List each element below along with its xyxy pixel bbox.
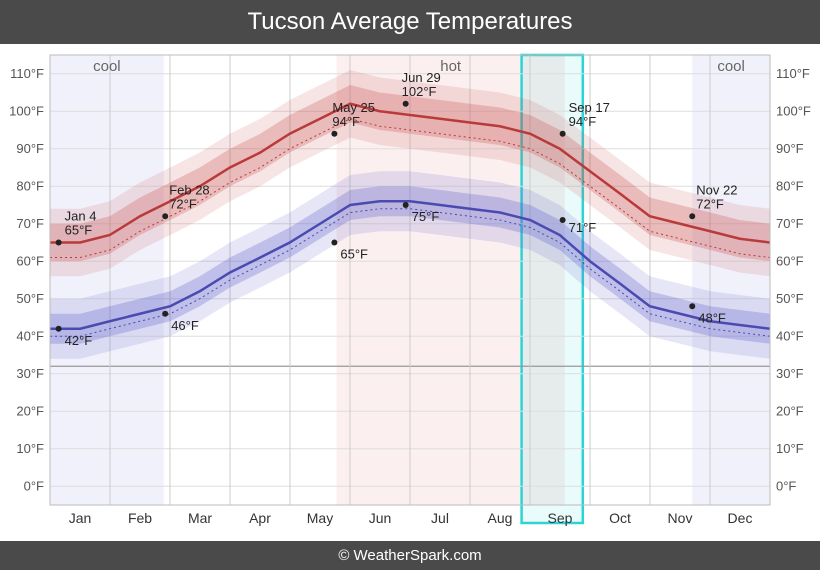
low-point bbox=[689, 303, 695, 309]
month-label: Mar bbox=[188, 510, 212, 526]
y-axis-label-right: 110°F bbox=[776, 66, 810, 81]
y-axis-label-left: 70°F bbox=[16, 216, 44, 231]
month-label: Apr bbox=[249, 510, 271, 526]
high-point-value: 94°F bbox=[332, 114, 360, 129]
high-point-date: Jan 4 bbox=[65, 209, 97, 224]
high-point-date: May 25 bbox=[332, 100, 375, 115]
chart-container: Tucson Average Temperatures 0°F 0°F 10°F 10… bbox=[0, 0, 820, 570]
y-axis-label-right: 70°F bbox=[776, 216, 804, 231]
season-label: cool bbox=[93, 58, 121, 75]
y-axis-label-left: 100°F bbox=[9, 103, 44, 118]
low-point-value: 71°F bbox=[569, 220, 597, 235]
low-point-value: 75°F bbox=[412, 209, 440, 224]
season-label: hot bbox=[440, 58, 462, 75]
y-axis-label-right: 20°F bbox=[776, 403, 804, 418]
y-axis-label-right: 0°F bbox=[776, 478, 796, 493]
season-zone-cool bbox=[692, 55, 770, 505]
high-point-value: 65°F bbox=[65, 223, 93, 238]
low-point-value: 48°F bbox=[698, 310, 726, 325]
high-point-date: Feb 28 bbox=[169, 182, 209, 197]
low-point-value: 46°F bbox=[171, 318, 199, 333]
month-label: Jan bbox=[69, 510, 92, 526]
season-zone-cool bbox=[50, 55, 164, 505]
month-label: May bbox=[307, 510, 333, 526]
month-label: Jul bbox=[431, 510, 449, 526]
month-label: Dec bbox=[728, 510, 753, 526]
low-point-value: 42°F bbox=[65, 333, 93, 348]
y-axis-label-left: 60°F bbox=[16, 253, 44, 268]
footer-text: © WeatherSpark.com bbox=[338, 547, 481, 564]
low-point bbox=[56, 326, 62, 332]
low-point-value: 65°F bbox=[340, 247, 368, 262]
y-axis-label-left: 20°F bbox=[16, 403, 44, 418]
y-axis-label-right: 30°F bbox=[776, 366, 804, 381]
y-axis-label-right: 60°F bbox=[776, 253, 804, 268]
y-axis-label-left: 10°F bbox=[16, 441, 44, 456]
high-point bbox=[403, 101, 409, 107]
month-label: Feb bbox=[128, 510, 152, 526]
y-axis-label-right: 100°F bbox=[776, 103, 811, 118]
high-point-date: Jun 29 bbox=[402, 70, 441, 85]
y-axis-label-left: 90°F bbox=[16, 141, 44, 156]
high-point-value: 94°F bbox=[569, 114, 597, 129]
footer-bar: © WeatherSpark.com bbox=[0, 541, 820, 570]
high-point bbox=[56, 240, 62, 246]
month-label: Oct bbox=[609, 510, 631, 526]
high-point-value: 72°F bbox=[696, 196, 724, 211]
month-label: Aug bbox=[488, 510, 513, 526]
y-axis-label-right: 50°F bbox=[776, 291, 804, 306]
high-point-value: 102°F bbox=[402, 84, 437, 99]
low-point bbox=[560, 217, 566, 223]
month-label: Jun bbox=[369, 510, 392, 526]
high-point bbox=[689, 213, 695, 219]
y-axis-label-left: 80°F bbox=[16, 178, 44, 193]
chart-area: 0°F 0°F 10°F 10°F 20°F 20°F 30°F 30°F 40°F 40°F 50… bbox=[0, 45, 820, 540]
y-axis-label-left: 110°F bbox=[10, 66, 44, 81]
y-axis-label-right: 40°F bbox=[776, 328, 804, 343]
month-label: Sep bbox=[548, 510, 573, 526]
y-axis-label-left: 0°F bbox=[24, 478, 44, 493]
high-point bbox=[331, 131, 337, 137]
month-label: Nov bbox=[668, 510, 693, 526]
y-axis-label-left: 40°F bbox=[16, 328, 44, 343]
y-axis-label-right: 90°F bbox=[776, 141, 804, 156]
high-point-date: Sep 17 bbox=[569, 100, 610, 115]
low-point bbox=[403, 202, 409, 208]
y-axis-label-left: 30°F bbox=[16, 366, 44, 381]
season-label: cool bbox=[717, 58, 745, 75]
low-point bbox=[162, 311, 168, 317]
y-axis-label-right: 80°F bbox=[776, 178, 804, 193]
y-axis-label-left: 50°F bbox=[16, 291, 44, 306]
chart-title: Tucson Average Temperatures bbox=[247, 8, 572, 35]
low-point bbox=[331, 240, 337, 246]
high-point-value: 72°F bbox=[169, 196, 197, 211]
title-bar: Tucson Average Temperatures bbox=[0, 0, 820, 44]
high-point bbox=[560, 131, 566, 137]
chart-svg: 0°F 0°F 10°F 10°F 20°F 20°F 30°F 30°F 40°F 40°F 50… bbox=[0, 45, 820, 540]
high-point bbox=[162, 213, 168, 219]
y-axis-label-right: 10°F bbox=[776, 441, 804, 456]
high-point-date: Nov 22 bbox=[696, 182, 737, 197]
